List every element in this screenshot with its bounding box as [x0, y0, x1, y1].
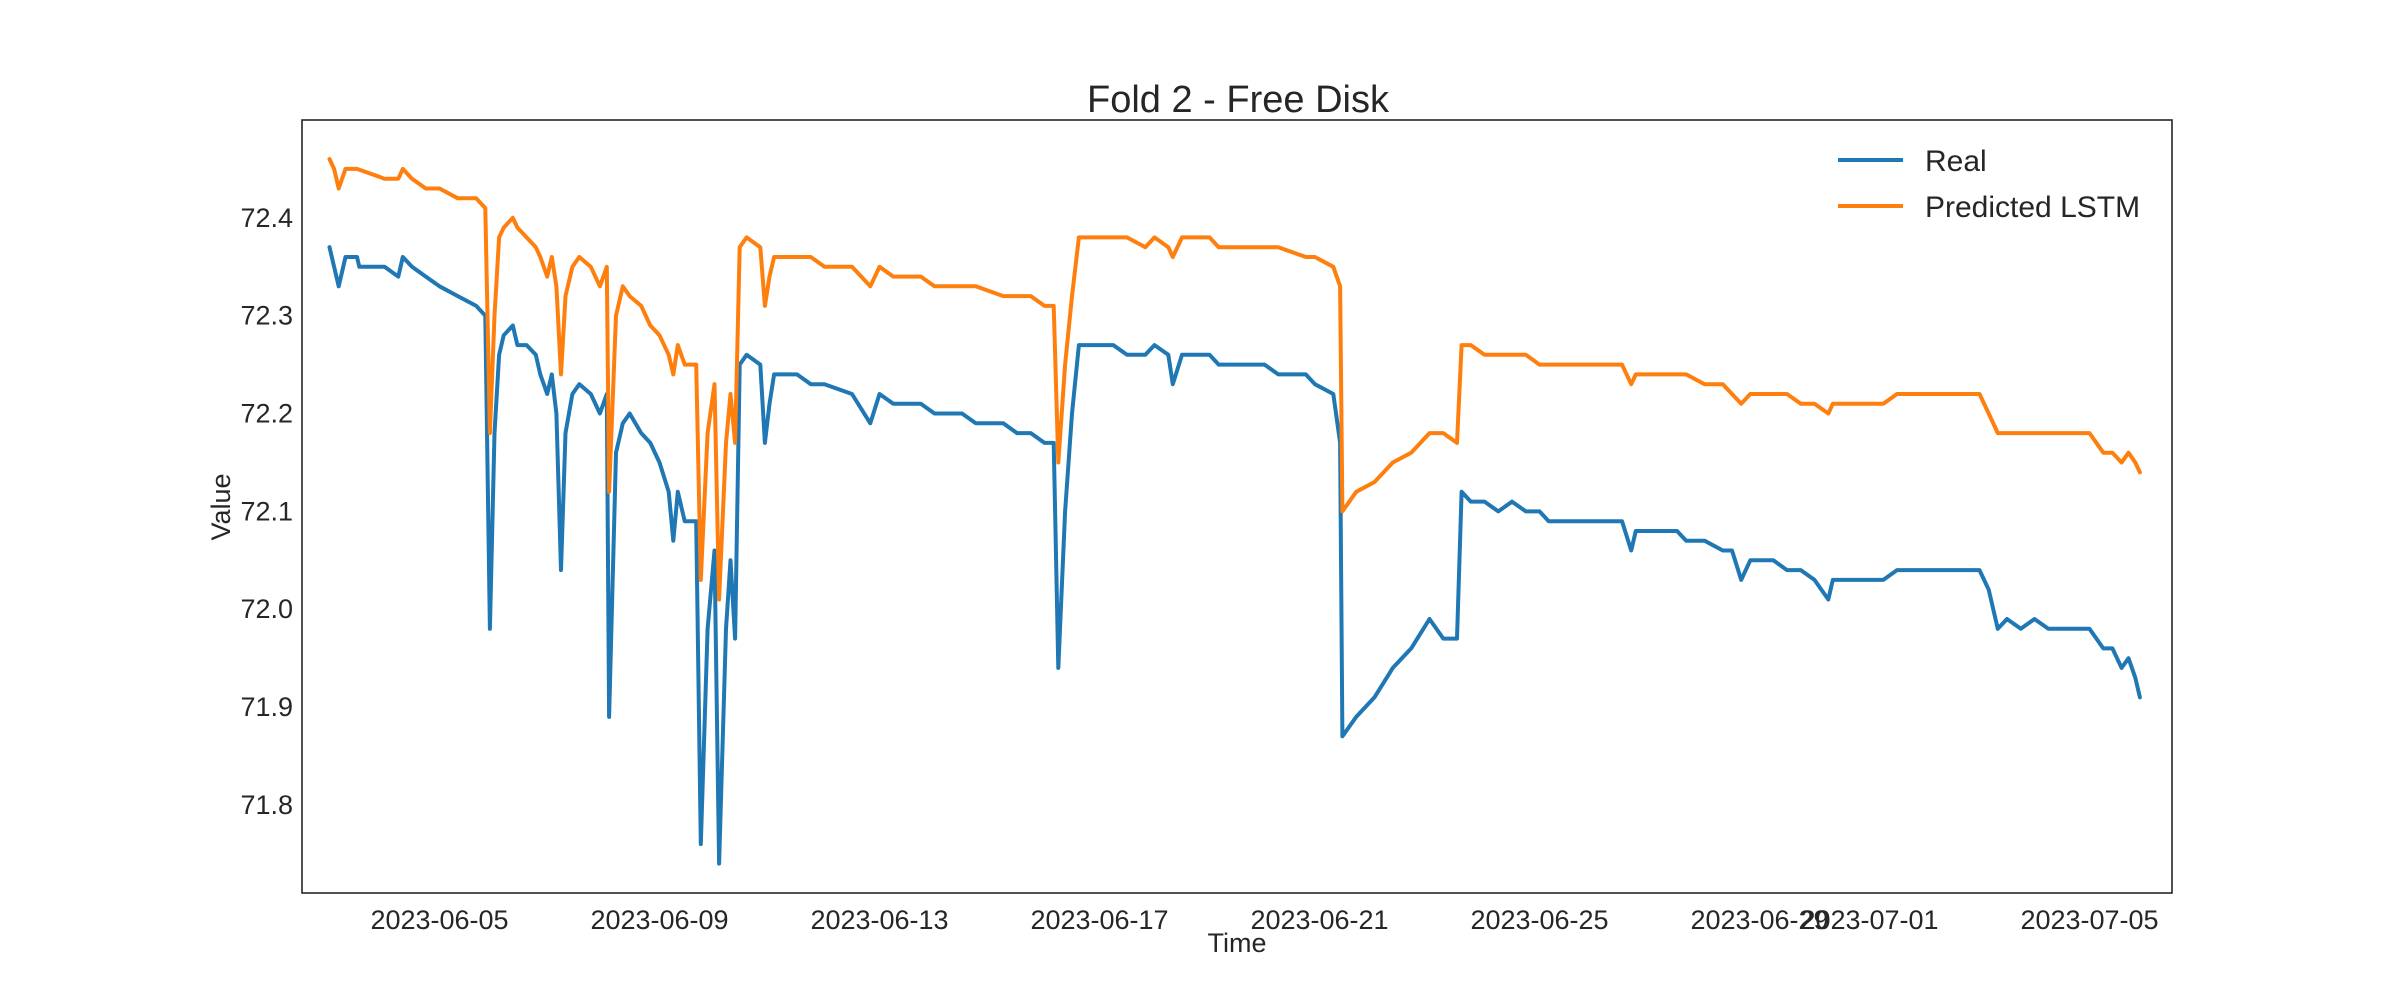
y-tick-label: 72.4	[240, 203, 293, 233]
y-axis-label: Value	[206, 473, 236, 540]
y-tick-label: 71.9	[240, 692, 293, 722]
legend-label-real: Real	[1925, 145, 1987, 178]
legend: Real Predicted LSTM	[1838, 145, 2140, 224]
y-tick-label: 72.1	[240, 496, 293, 526]
x-tick-label: 2023-06-05	[370, 905, 508, 935]
series-layer	[327, 157, 2142, 866]
y-axis-ticks: 71.8 71.9 72.0 72.1 72.2 72.3 72.4	[240, 203, 293, 820]
y-tick-label: 71.8	[240, 790, 293, 820]
x-tick-label: 2023-07-01	[1800, 905, 1938, 935]
series-line-real	[327, 245, 2142, 866]
legend-label-predicted-lstm: Predicted LSTM	[1925, 191, 2140, 224]
x-axis-ticks: 2023-06-05 2023-06-09 2023-06-13 2023-06-17…	[370, 905, 2158, 935]
x-tick-label: 2023-06-17	[1030, 905, 1168, 935]
series-line-predicted-lstm	[327, 157, 2142, 602]
y-tick-label: 72.3	[240, 301, 293, 331]
x-tick-label: 2023-06-13	[810, 905, 948, 935]
chart-title: Fold 2 - Free Disk	[1087, 79, 1390, 121]
y-tick-label: 72.2	[240, 399, 293, 429]
x-tick-label: 2023-06-29	[1690, 905, 1828, 935]
x-tick-label: 2023-07-05	[2020, 905, 2158, 935]
x-tick-label: 2023-06-25	[1470, 905, 1608, 935]
y-tick-label: 72.0	[240, 594, 293, 624]
x-tick-label: 2023-06-21	[1250, 905, 1388, 935]
x-tick-label: 2023-06-09	[590, 905, 728, 935]
x-axis-label: Time	[1208, 928, 1267, 958]
plot-area-frame	[301, 119, 2173, 894]
